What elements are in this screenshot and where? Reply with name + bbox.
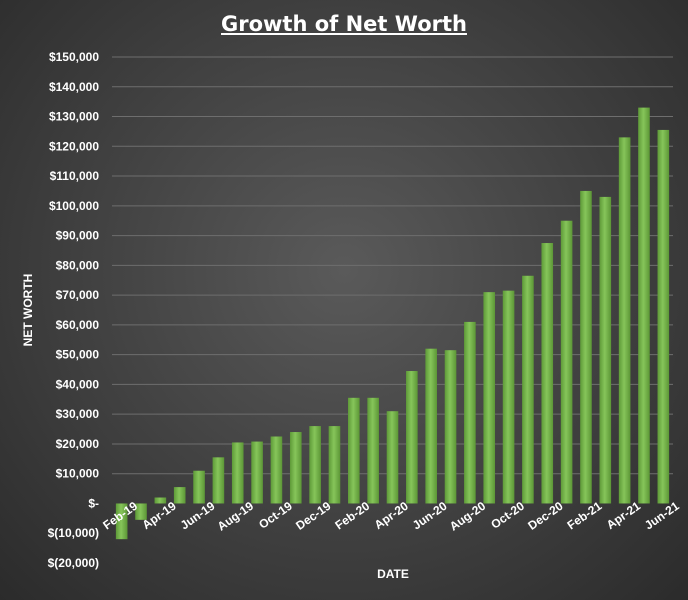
bar <box>115 503 128 540</box>
y-tick-label: $80,000 <box>56 258 100 272</box>
y-tick-label: $60,000 <box>56 318 100 332</box>
x-tick-label: Oct-19 <box>256 499 295 532</box>
bar <box>599 196 612 504</box>
y-tick-label: $10,000 <box>56 467 100 481</box>
y-axis-ticks: $(20,000) $(10,000) $- $10,000 $20,000 $30,00… <box>48 50 100 570</box>
bar <box>328 426 341 504</box>
x-tick-label: Dec-20 <box>525 499 566 533</box>
bar <box>289 432 302 504</box>
y-tick-label: $(10,000) <box>48 526 99 540</box>
bar <box>212 457 225 504</box>
y-tick-label: $- <box>88 496 99 510</box>
y-tick-label: $110,000 <box>50 169 100 183</box>
y-tick-label: $70,000 <box>56 288 100 302</box>
bar <box>270 436 283 504</box>
y-tick-label: $50,000 <box>56 348 100 362</box>
x-tick-label: Feb-20 <box>332 499 372 533</box>
bar <box>193 470 205 504</box>
bar <box>135 503 147 520</box>
bars <box>115 107 670 540</box>
x-tick-label: Dec-19 <box>293 499 334 533</box>
x-tick-label: Aug-20 <box>447 499 489 534</box>
bar <box>502 290 515 504</box>
bar <box>483 292 496 504</box>
x-tick-label: Jun-19 <box>178 499 218 533</box>
x-tick-label: Aug-19 <box>215 499 257 534</box>
x-tick-label: Feb-21 <box>565 499 605 533</box>
bar <box>618 137 631 504</box>
y-tick-label: $130,000 <box>49 110 99 124</box>
bar <box>560 220 573 504</box>
bar <box>406 371 418 504</box>
bar <box>309 426 321 504</box>
bar <box>367 397 379 504</box>
bar <box>522 275 534 504</box>
x-tick-label: Oct-20 <box>488 499 527 532</box>
y-tick-label: $140,000 <box>49 80 99 94</box>
x-tick-label: Apr-20 <box>372 499 411 532</box>
bar <box>386 411 399 504</box>
bar <box>173 487 186 504</box>
bar <box>425 348 437 504</box>
x-tick-label: Jun-21 <box>642 499 682 533</box>
bar <box>580 190 592 504</box>
bar <box>444 350 457 504</box>
x-axis-title: DATE <box>377 567 409 581</box>
x-tick-label: Jun-20 <box>410 499 450 533</box>
y-tick-label: $150,000 <box>49 50 99 64</box>
y-tick-label: $(20,000) <box>48 556 99 570</box>
x-tick-label: Apr-21 <box>604 499 643 532</box>
y-tick-label: $40,000 <box>56 377 100 391</box>
bar <box>154 497 167 504</box>
bar <box>348 397 360 504</box>
y-tick-label: $20,000 <box>56 437 100 451</box>
bar <box>638 107 650 504</box>
bar <box>251 441 263 504</box>
chart-title: Growth of Net Worth <box>221 12 467 36</box>
y-tick-label: $100,000 <box>49 199 99 213</box>
bar <box>464 321 476 504</box>
bar <box>657 129 670 504</box>
bar <box>541 243 554 504</box>
bar <box>231 442 244 504</box>
y-tick-label: $30,000 <box>56 407 100 421</box>
y-tick-label: $120,000 <box>49 139 99 153</box>
y-tick-label: $90,000 <box>56 229 100 243</box>
